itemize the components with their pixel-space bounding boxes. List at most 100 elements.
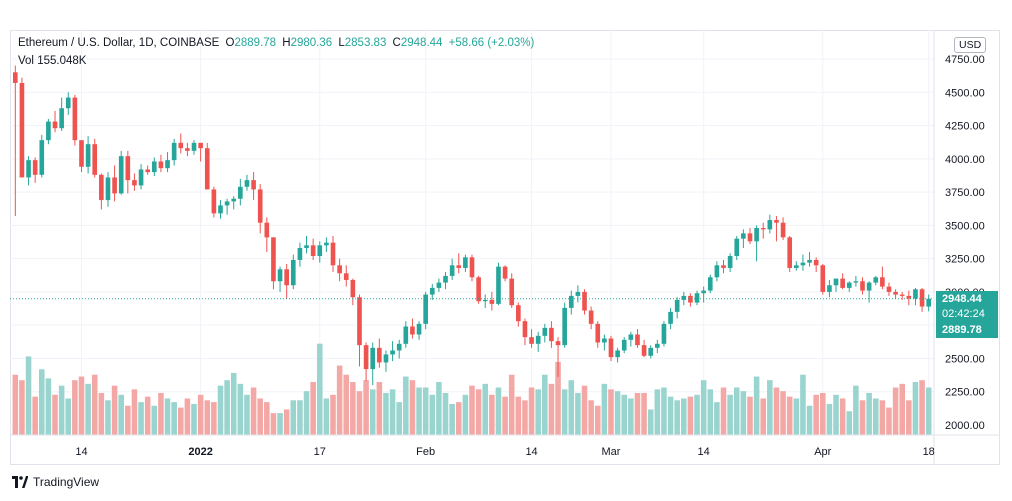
candle [635,329,640,348]
candle [860,277,865,295]
candle [866,281,872,303]
candle-body [549,327,554,342]
candle [621,337,627,354]
candle [357,294,362,367]
volume-bar [515,396,522,435]
candle [99,173,104,210]
high-label: H [282,37,291,49]
candle [85,136,91,174]
candle [886,282,892,296]
candle-body [151,161,157,173]
candle-body [132,180,137,186]
candle [449,258,455,280]
candle [641,339,647,358]
candle [701,286,706,303]
candle [350,278,356,306]
candle [760,222,766,239]
volume-bar [383,392,389,435]
candlestick-chart[interactable]: 4750.00 4500.00 4250.00 4000.00 3750.00 3500.… [10,30,1000,465]
volume-bar [561,389,568,435]
volume-bar [369,389,376,435]
candle [516,302,521,327]
x-tick-label: 18 [923,446,935,458]
candle [158,154,164,173]
volume-bar [919,380,925,435]
volume-bar [542,374,548,435]
candle [840,273,845,290]
volume-bar [575,392,581,435]
volume-bar [866,392,872,435]
candle [774,216,779,242]
candle-body [774,220,779,223]
candle [813,257,819,272]
candle-body [926,298,932,307]
candle-body [919,289,925,307]
candle [429,283,435,300]
candle-body [707,277,713,291]
candle [568,290,574,315]
volume-bar [416,387,422,435]
candle-body [615,350,620,358]
candle [178,133,184,154]
candle-body [39,140,45,175]
volume-bar [747,396,753,435]
candle [800,254,806,271]
volume-bar [661,387,667,435]
volume-bar [925,387,932,435]
brand-logo[interactable]: TradingView [12,475,99,489]
volume-bar [78,376,85,435]
candle [707,274,713,294]
volume-bar [455,402,462,435]
volume-bar [800,374,806,435]
grid [10,30,934,435]
y-tick-label: 2250.00 [945,387,985,399]
volume-bar [594,405,601,435]
tradingview-icon [12,476,28,488]
candle [734,236,740,260]
candle [588,306,594,330]
candle-body [52,121,58,129]
volume-bar [760,398,767,435]
candle [377,338,382,368]
candle [787,236,793,272]
candle [628,331,634,347]
volume-bar [230,372,237,435]
candle [370,342,376,386]
candle [138,164,144,190]
volume-bar [257,398,263,435]
volume-bar [297,400,303,435]
candle-body [899,294,905,296]
volume-bar [489,394,495,435]
open-label: O [225,37,235,49]
candle-body [853,281,859,283]
candle-body [489,299,495,304]
volume-bar [250,387,257,435]
candle [204,142,210,190]
candle-body [211,189,217,214]
candle-body [145,169,150,173]
volume-bar [436,382,442,435]
volume-bar [244,394,250,435]
candle-body [92,144,98,175]
candle [337,258,342,282]
volume-bar [270,413,277,435]
low-value: 2853.83 [344,37,387,49]
volume-bar [336,365,343,435]
candle [893,289,898,299]
symbol-title: Ethereum / U.S. Dollar, 1D, COINBASE [18,37,220,49]
currency-button[interactable]: USD [954,37,987,53]
candle [906,290,912,306]
candle-body [529,337,534,344]
candle [72,94,78,146]
candle-body [449,265,455,276]
candle [827,279,832,298]
candle [562,302,567,348]
volume-bar [528,387,535,435]
y-tick-label: 3500.00 [945,220,985,232]
candle-body [65,97,71,109]
candle-body [59,108,64,129]
candle [145,165,150,175]
candle-body [873,277,879,283]
candle-body [290,259,296,286]
volume-bar [65,398,72,435]
